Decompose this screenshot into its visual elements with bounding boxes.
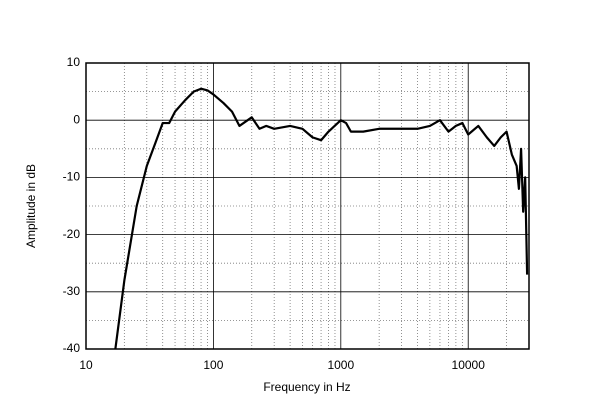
x-tick-label: 10 — [79, 358, 93, 372]
x-tick-label: 1000 — [327, 358, 354, 372]
plot-frame — [85, 62, 530, 350]
y-tick-label: 10 — [67, 55, 81, 69]
y-tick-label: -30 — [63, 284, 81, 298]
x-axis-label: Frequency in Hz — [263, 380, 350, 394]
y-tick-label: -10 — [63, 170, 81, 184]
y-tick-label: -20 — [63, 227, 81, 241]
data-line — [114, 87, 529, 350]
x-tick-label: 10000 — [452, 358, 486, 372]
y-tick-label: 0 — [73, 112, 80, 126]
x-tick-label: 100 — [203, 358, 223, 372]
y-tick-label: -40 — [63, 341, 81, 355]
y-axis-label: Amplitude in dB — [24, 164, 38, 248]
